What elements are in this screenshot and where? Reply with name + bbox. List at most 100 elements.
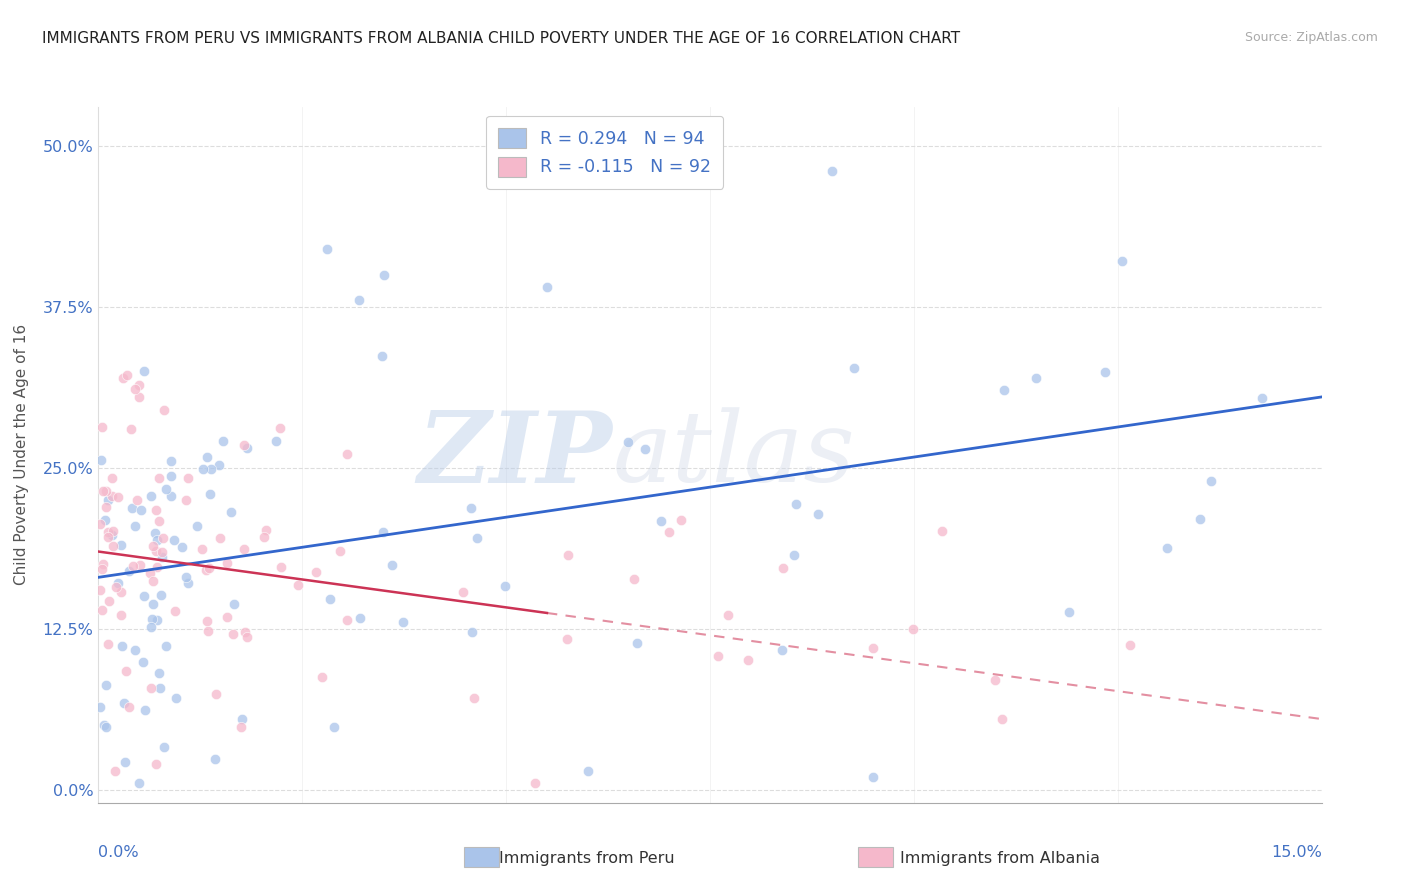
Point	[105, 580, 128, 594]
Point	[141, 612, 163, 626]
Point	[128, 776, 150, 790]
Point	[121, 501, 143, 516]
Point	[139, 620, 162, 634]
Point	[555, 632, 578, 647]
Point	[93, 718, 115, 732]
Point	[100, 470, 122, 484]
Point	[124, 643, 146, 657]
Point	[90, 453, 112, 467]
Point	[195, 614, 218, 628]
Point	[107, 490, 129, 504]
Point	[150, 545, 173, 559]
Point	[118, 565, 141, 579]
Point	[91, 483, 114, 498]
Point	[97, 637, 120, 651]
Point	[146, 613, 169, 627]
Point	[97, 492, 120, 507]
Point	[269, 421, 291, 435]
Point	[190, 542, 212, 557]
Point	[165, 691, 187, 706]
Text: ZIP: ZIP	[418, 407, 612, 503]
Point	[623, 572, 645, 586]
Point	[150, 549, 173, 564]
Point	[94, 513, 117, 527]
Point	[349, 611, 371, 625]
Text: 15.0%: 15.0%	[1271, 845, 1322, 860]
Point	[463, 691, 485, 706]
Point	[146, 533, 169, 547]
Point	[145, 757, 167, 772]
Point	[145, 503, 167, 517]
Point	[253, 530, 276, 544]
Point	[177, 575, 200, 590]
Point	[461, 625, 484, 640]
Point	[91, 557, 114, 571]
Point	[155, 482, 177, 496]
Point	[139, 489, 162, 503]
Point	[209, 532, 232, 546]
Point	[107, 576, 129, 591]
Point	[96, 484, 118, 499]
Point	[170, 540, 193, 554]
Point	[124, 382, 146, 396]
Point	[737, 653, 759, 667]
Point	[152, 531, 174, 545]
Point	[717, 608, 740, 623]
Point	[141, 681, 163, 695]
Point	[617, 435, 640, 450]
Point	[1188, 512, 1211, 526]
Point	[650, 514, 672, 528]
Point	[231, 720, 253, 734]
Point	[319, 591, 342, 606]
Point	[89, 516, 111, 531]
Point	[121, 559, 143, 574]
Point	[194, 563, 217, 577]
Point	[139, 566, 162, 581]
Point	[155, 639, 177, 653]
Point	[90, 562, 112, 576]
Point	[233, 438, 256, 452]
Point	[266, 434, 288, 449]
Point	[142, 574, 165, 588]
Point	[110, 538, 132, 552]
Point	[205, 687, 228, 701]
Point	[146, 560, 169, 574]
Point	[132, 589, 155, 603]
Point	[104, 764, 127, 778]
Point	[862, 641, 884, 656]
Point	[163, 533, 186, 547]
Point	[1251, 391, 1274, 405]
Point	[322, 720, 344, 734]
Point	[149, 681, 172, 696]
Point	[114, 664, 136, 678]
Point	[120, 422, 142, 436]
Point	[658, 525, 681, 540]
Text: Immigrants from Albania: Immigrants from Albania	[900, 851, 1099, 865]
Point	[1111, 254, 1133, 268]
Point	[208, 458, 231, 472]
Point	[134, 703, 156, 717]
Point	[129, 502, 152, 516]
Point	[142, 597, 165, 611]
Point	[669, 513, 692, 527]
Point	[236, 630, 259, 644]
Point	[160, 489, 183, 503]
Point	[111, 640, 134, 654]
Point	[96, 500, 118, 515]
Point	[844, 361, 866, 376]
Point	[536, 280, 558, 294]
Point	[148, 514, 170, 528]
Point	[143, 525, 166, 540]
Text: atlas: atlas	[612, 408, 855, 502]
Point	[160, 469, 183, 483]
Point	[198, 486, 221, 500]
Point	[1201, 474, 1223, 488]
Point	[626, 636, 648, 650]
Point	[931, 524, 953, 538]
Point	[557, 548, 579, 562]
Point	[110, 584, 132, 599]
Point	[149, 588, 172, 602]
Point	[1025, 370, 1047, 384]
Point	[197, 561, 219, 575]
Point	[233, 542, 256, 557]
